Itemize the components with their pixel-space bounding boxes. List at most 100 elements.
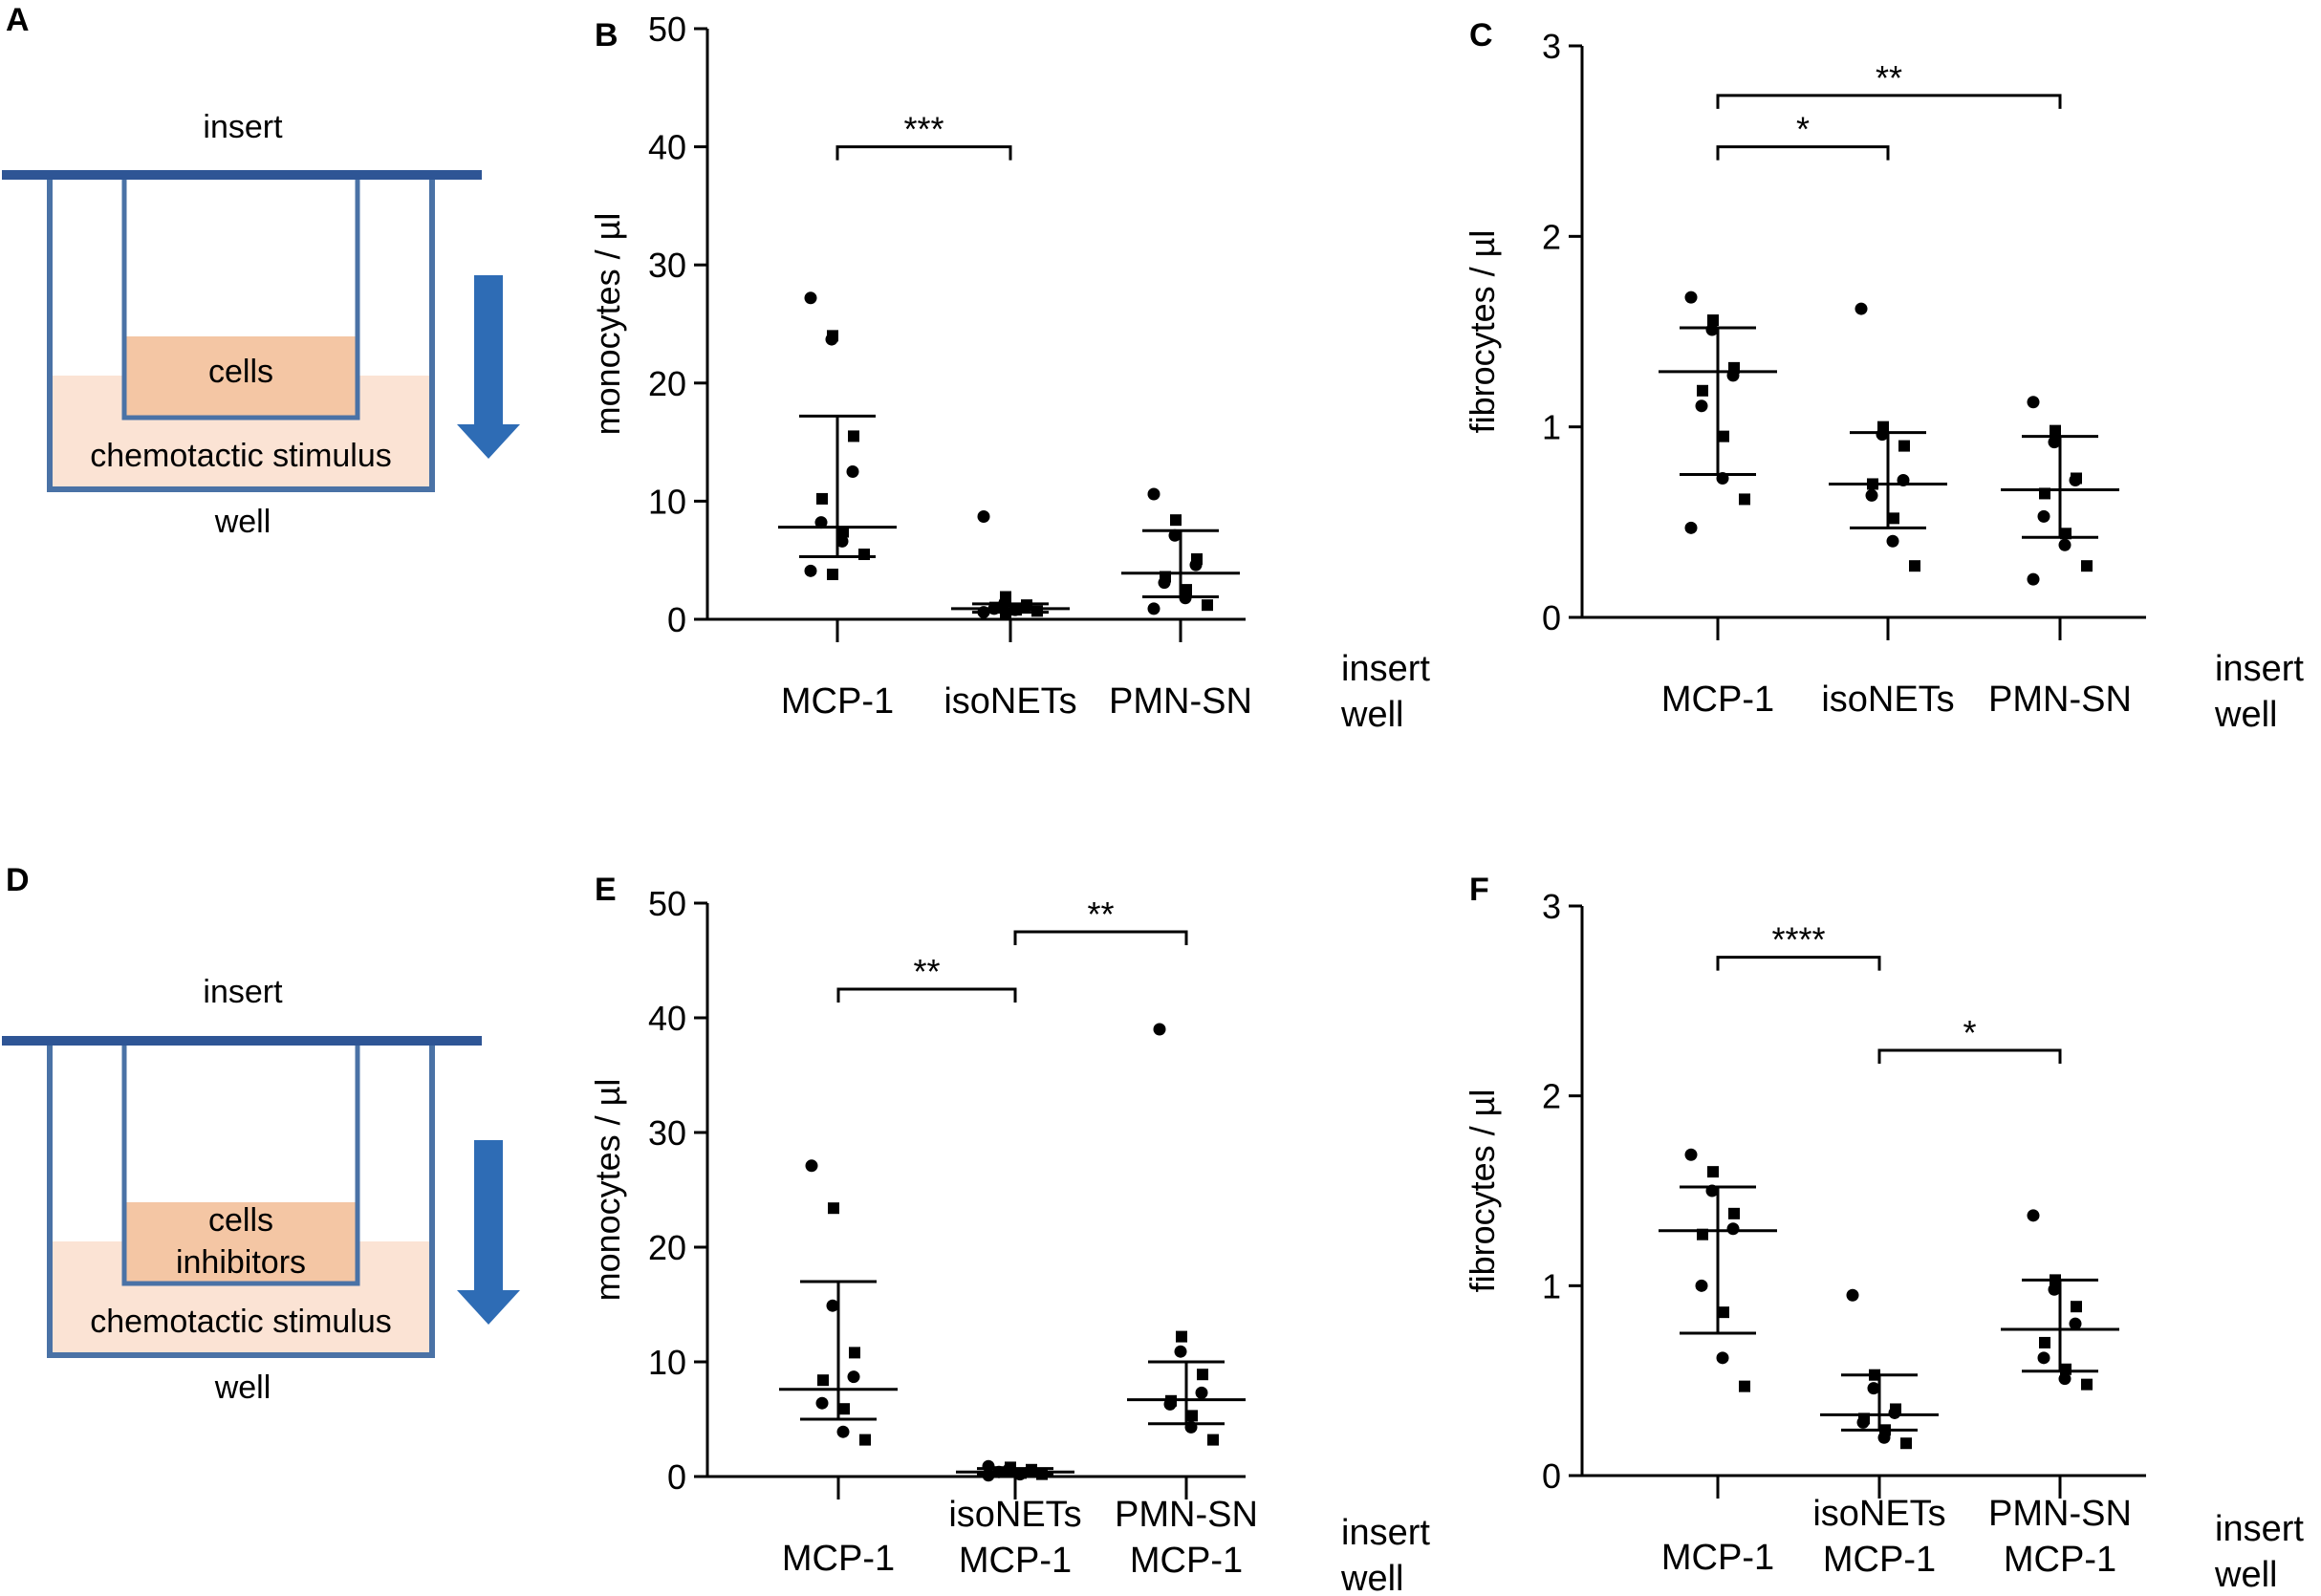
category-label: PMN-SN <box>1115 1495 1258 1535</box>
data-point <box>1846 1288 1859 1302</box>
data-point <box>1897 473 1910 486</box>
significance-label: * <box>1963 1013 1976 1052</box>
data-point <box>848 430 859 442</box>
panel-label-a: A <box>6 2 30 38</box>
cells-area <box>124 336 358 418</box>
y-tick-label: 20 <box>648 1228 686 1267</box>
data-point <box>2039 1336 2050 1348</box>
y-tick-label: 40 <box>648 999 686 1038</box>
data-point <box>1867 478 1878 490</box>
category-label: MCP-1 <box>2004 1540 2116 1580</box>
cells-text: cells <box>208 1202 273 1239</box>
data-point <box>1888 1406 1901 1419</box>
data-point <box>1168 528 1182 542</box>
data-point <box>1019 599 1032 613</box>
data-point <box>835 534 849 548</box>
data-point <box>847 1370 860 1384</box>
significance-label: ** <box>1087 895 1114 934</box>
significance-label: ** <box>1876 58 1902 97</box>
y-tick-label: 1 <box>1542 408 1561 447</box>
y-tick-label: 50 <box>648 884 686 923</box>
panel-label-c: C <box>1469 17 1493 54</box>
data-point <box>1013 1468 1027 1481</box>
data-point <box>2069 1317 2082 1330</box>
category-label: MCP-1 <box>1661 1538 1774 1578</box>
data-point <box>1726 1222 1740 1236</box>
data-point <box>1186 1410 1198 1422</box>
data-point <box>977 606 990 619</box>
data-point <box>827 569 838 581</box>
data-point <box>1036 1468 1048 1480</box>
data-point <box>2071 1301 2082 1313</box>
category-label: MCP-1 <box>1823 1540 1936 1580</box>
y-tick-label: 0 <box>1542 598 1561 637</box>
inhibitors-text: inhibitors <box>176 1244 306 1281</box>
data-point <box>2060 1363 2072 1375</box>
data-point <box>1147 487 1160 501</box>
category-label: MCP-1 <box>1661 679 1774 720</box>
data-point <box>2081 1378 2093 1391</box>
data-point <box>1163 1397 1177 1411</box>
data-point <box>1184 1420 1198 1434</box>
data-point <box>1684 291 1698 304</box>
data-point <box>1877 1431 1891 1444</box>
data-point <box>837 526 849 538</box>
data-point <box>2039 487 2050 500</box>
side-label-well-b: well <box>1340 695 1403 735</box>
side-label-insert-f: insert <box>2215 1509 2304 1549</box>
significance-label: ** <box>913 952 940 991</box>
category-label: PMN-SN <box>1109 681 1252 722</box>
category-label: MCP-1 <box>782 1539 895 1579</box>
side-label-insert-b: insert <box>1341 649 1430 689</box>
well-label: well <box>214 504 271 540</box>
data-point <box>828 1202 839 1215</box>
data-point <box>836 1425 850 1438</box>
significance-bracket <box>1716 145 1890 161</box>
y-tick-label: 40 <box>648 128 686 167</box>
data-point <box>2081 560 2093 572</box>
data-point <box>1170 514 1182 527</box>
data-point <box>1195 1386 1208 1399</box>
data-point <box>1147 602 1160 615</box>
data-point <box>1718 1306 1729 1319</box>
significance-label: **** <box>1771 920 1825 960</box>
category-label: isoNETs <box>944 681 1076 722</box>
data-point <box>1197 1369 1208 1381</box>
data-point <box>1153 1023 1166 1036</box>
data-point <box>1707 1166 1719 1178</box>
well-label: well <box>214 1370 271 1406</box>
data-point <box>1207 1434 1219 1446</box>
data-point <box>1697 384 1708 397</box>
y-tick-label: 10 <box>648 1343 686 1382</box>
data-point <box>1739 493 1750 506</box>
data-point <box>1855 302 1868 315</box>
data-point <box>1718 430 1729 442</box>
side-labels: insert well insert well insert well inse… <box>1340 649 2304 1596</box>
data-point <box>1707 314 1719 327</box>
y-tick-label: 3 <box>1542 27 1561 66</box>
data-point <box>1202 599 1213 612</box>
significance-bracket <box>1013 930 1188 945</box>
data-point <box>1705 323 1719 336</box>
data-point <box>2050 1274 2061 1286</box>
category-label: MCP-1 <box>959 1541 1072 1581</box>
category-label: isoNETs <box>948 1495 1081 1535</box>
chart-f: F 0 1 2 3 fibrocytes / µl MCP-1 isoNETs MCP-1 PMN… <box>1463 872 2146 1580</box>
y-tick-label: 0 <box>1542 1456 1561 1496</box>
data-point <box>1684 521 1698 534</box>
insert-frame <box>121 1042 360 1286</box>
data-point <box>1856 1415 1870 1429</box>
category-label: MCP-1 <box>781 681 894 722</box>
data-point <box>1865 488 1878 502</box>
data-point <box>826 1299 839 1312</box>
y-tick-label: 1 <box>1542 1266 1561 1305</box>
category-label: isoNETs <box>1821 679 1954 720</box>
data-point <box>1716 471 1729 485</box>
insert-top-bar <box>2 170 482 180</box>
y-axis-label: fibrocytes / µl <box>1463 230 1502 434</box>
significance-label: *** <box>903 110 944 149</box>
data-point <box>1000 607 1011 619</box>
data-point <box>2050 424 2061 437</box>
y-tick-label: 20 <box>648 364 686 403</box>
